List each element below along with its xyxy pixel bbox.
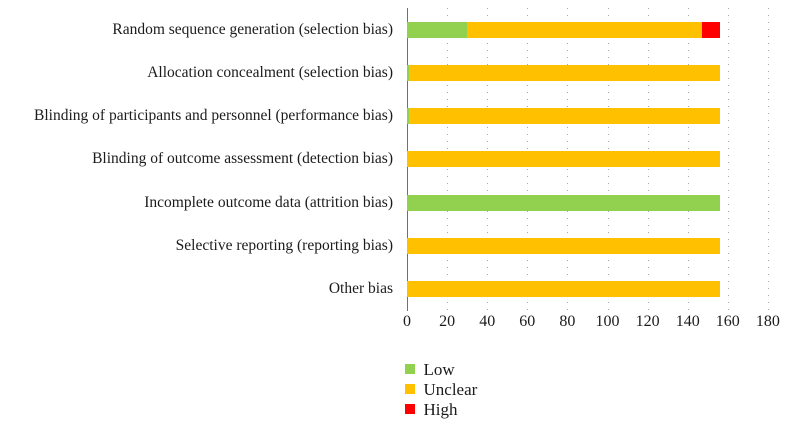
legend-swatch-high	[405, 404, 415, 414]
category-labels: Random sequence generation (selection bi…	[0, 8, 400, 311]
category-label: Selective reporting (reporting bias)	[175, 236, 393, 254]
x-tick-label: 60	[519, 313, 536, 330]
category-label: Incomplete outcome data (attrition bias)	[144, 193, 393, 211]
x-tick-label: 40	[479, 313, 496, 330]
category-label: Blinding of participants and personnel (…	[34, 107, 393, 125]
bars	[407, 8, 720, 311]
legend-label: Unclear	[423, 379, 478, 399]
bar-segment-low	[407, 194, 720, 211]
legend-item: High	[405, 399, 477, 419]
bar-segment-unclear	[409, 108, 720, 125]
x-tick-label: 160	[715, 313, 740, 330]
chart-row	[407, 95, 720, 138]
stacked-bar	[407, 21, 720, 38]
legend-item: Low	[405, 359, 477, 379]
chart-row	[407, 8, 720, 51]
x-axis-tick-labels: 0 20 40 60 80 100 120 140 160 180	[0, 313, 793, 333]
category-label: Random sequence generation (selection bi…	[112, 20, 393, 38]
stacked-bar	[407, 281, 720, 298]
stacked-bar	[407, 64, 720, 81]
x-tick-label: 80	[559, 313, 576, 330]
bar-segment-unclear	[407, 237, 720, 254]
legend-item: Unclear	[405, 379, 477, 399]
stacked-bar	[407, 194, 720, 211]
x-tick-label: 120	[635, 313, 660, 330]
stacked-bar	[407, 237, 720, 254]
category-label: Other bias	[328, 280, 393, 298]
stacked-bar	[407, 151, 720, 168]
bar-segment-unclear	[467, 21, 702, 38]
chart-row	[407, 268, 720, 311]
x-tick-label: 100	[595, 313, 620, 330]
x-tick-label: 0	[403, 313, 411, 330]
chart-row	[407, 51, 720, 94]
chart-row	[407, 224, 720, 267]
chart-row	[407, 138, 720, 181]
bar-segment-high	[701, 21, 720, 38]
category-label: Blinding of outcome assessment (detectio…	[92, 150, 393, 168]
legend-label: High	[423, 399, 458, 419]
bar-segment-low	[407, 21, 468, 38]
bar-segment-unclear	[409, 64, 720, 81]
gridline	[727, 8, 729, 311]
bar-segment-low	[407, 108, 409, 125]
x-tick-label: 20	[439, 313, 456, 330]
x-tick-label: 140	[675, 313, 700, 330]
stacked-bar	[407, 108, 720, 125]
gridline	[767, 8, 769, 311]
bar-segment-low	[407, 64, 409, 81]
bar-segment-unclear	[407, 151, 720, 168]
chart-row	[407, 181, 720, 224]
legend-label: Low	[423, 359, 455, 379]
legend-swatch-unclear	[405, 384, 415, 394]
bar-segment-unclear	[407, 281, 720, 298]
x-tick-label: 180	[755, 313, 780, 330]
category-label: Allocation concealment (selection bias)	[147, 63, 393, 81]
legend-swatch-low	[405, 364, 415, 374]
legend: Low Unclear High	[405, 359, 477, 419]
